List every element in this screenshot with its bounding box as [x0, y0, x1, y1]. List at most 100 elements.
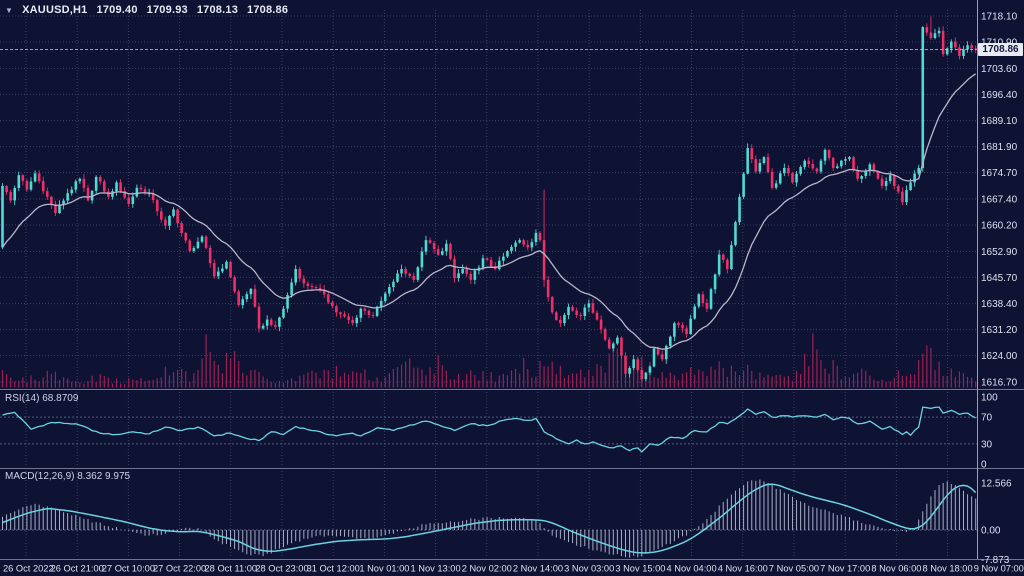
time-axis-tick: 4 Nov 04:00: [667, 564, 717, 574]
candle-body: [648, 366, 652, 373]
candle-body: [823, 149, 827, 161]
time-axis-tick: 1 Nov 01:00: [359, 564, 409, 574]
candle-body: [50, 196, 53, 205]
price-axis-tick: 1652.90: [981, 247, 1018, 258]
candle-body: [783, 167, 786, 174]
rsi-axis-tick: 100: [981, 393, 998, 404]
high-value: 1709.93: [146, 4, 188, 16]
candle-body: [579, 314, 583, 316]
time-axis-tick: 8 Nov 18:00: [923, 564, 973, 574]
candle-body: [860, 175, 863, 179]
candle-body: [848, 157, 851, 160]
candle-body: [457, 273, 460, 279]
candle-body: [868, 164, 872, 172]
candle-body: [778, 173, 782, 184]
candle-body: [343, 314, 346, 317]
candle-body: [212, 263, 216, 277]
candle-body: [5, 186, 8, 193]
candle-body: [917, 167, 920, 174]
candle-body: [420, 251, 424, 268]
candle-body: [526, 244, 530, 248]
macd-axis-tick: 0.00: [981, 526, 1001, 537]
candle-body: [98, 176, 102, 182]
candle-body: [962, 49, 965, 57]
candle-body: [37, 173, 41, 182]
time-axis-tick: 7 Nov 05:00: [769, 564, 819, 574]
candle-body: [750, 148, 754, 160]
candle-body: [25, 180, 29, 190]
candle-body: [147, 193, 151, 195]
candle-body: [241, 299, 245, 306]
candle-body: [17, 175, 21, 189]
price-axis-tick: 1660.20: [981, 220, 1018, 231]
candle-body: [233, 277, 236, 292]
candle-body: [217, 271, 220, 277]
candle-body: [103, 181, 106, 192]
candle-body: [644, 372, 648, 380]
candle-body: [164, 219, 167, 226]
candle-body: [620, 337, 623, 356]
candle-body: [326, 294, 330, 303]
candle-body: [567, 306, 570, 315]
candle-body: [13, 188, 17, 201]
candle-body: [514, 242, 517, 247]
candle-body: [204, 236, 208, 248]
candle-body: [176, 209, 179, 224]
candle-body: [803, 160, 806, 167]
candle-body: [599, 319, 603, 330]
candle-body: [290, 282, 293, 296]
candle-body: [701, 294, 705, 304]
time-axis-tick: 1 Nov 13:00: [411, 564, 461, 574]
candle-body: [563, 314, 566, 324]
price-axis-tick: 1689.10: [981, 116, 1018, 127]
candle-body: [379, 300, 383, 307]
candle-body: [762, 157, 766, 164]
candle-body: [742, 173, 745, 197]
time-axis-tick: 7 Nov 17:00: [820, 564, 870, 574]
candle-body: [257, 306, 261, 329]
candle-body: [970, 45, 973, 49]
candle-body: [864, 171, 868, 176]
candle-body: [412, 275, 416, 280]
candle-body: [730, 245, 733, 270]
candle-body: [90, 190, 94, 201]
candle-body: [383, 293, 387, 301]
candle-body: [660, 354, 664, 360]
time-axis-tick: 2 Nov 02:00: [462, 564, 512, 574]
candle-body: [286, 295, 289, 309]
candle-body: [225, 261, 228, 269]
candle-body: [294, 269, 297, 283]
candle-body: [371, 315, 375, 317]
macd-signal-line: [2, 483, 977, 554]
candle-body: [974, 48, 978, 50]
candle-body: [196, 241, 200, 249]
candle-body: [640, 369, 644, 380]
candle-body: [681, 324, 684, 329]
candle-body: [249, 288, 253, 295]
candle-body: [607, 339, 611, 349]
candle-body: [400, 269, 403, 274]
candle-body: [636, 359, 640, 370]
candle-body: [155, 200, 159, 212]
symbol-menu-icon[interactable]: ▼: [5, 5, 14, 15]
bid-price-tag: 1708.86: [978, 42, 1023, 56]
candle-body: [74, 181, 78, 190]
price-axis-tick: 1667.40: [981, 195, 1018, 206]
candle-body: [624, 355, 627, 374]
candle-body: [844, 159, 847, 161]
candle-body: [571, 306, 574, 311]
rsi-line: [2, 406, 976, 453]
candle-body: [632, 359, 635, 368]
candle-body: [876, 171, 880, 179]
macd-panel-layer: [0, 479, 977, 558]
rsi-axis-tick: 0: [981, 460, 987, 471]
candle-body: [933, 33, 937, 39]
price-axis-tick: 1681.90: [981, 142, 1018, 153]
candle-body: [261, 325, 265, 329]
candle-body: [925, 27, 929, 33]
candle-body: [322, 289, 326, 295]
candle-body: [954, 41, 957, 48]
candle-body: [424, 240, 428, 252]
candle-body: [408, 273, 411, 276]
candle-body: [949, 41, 953, 49]
